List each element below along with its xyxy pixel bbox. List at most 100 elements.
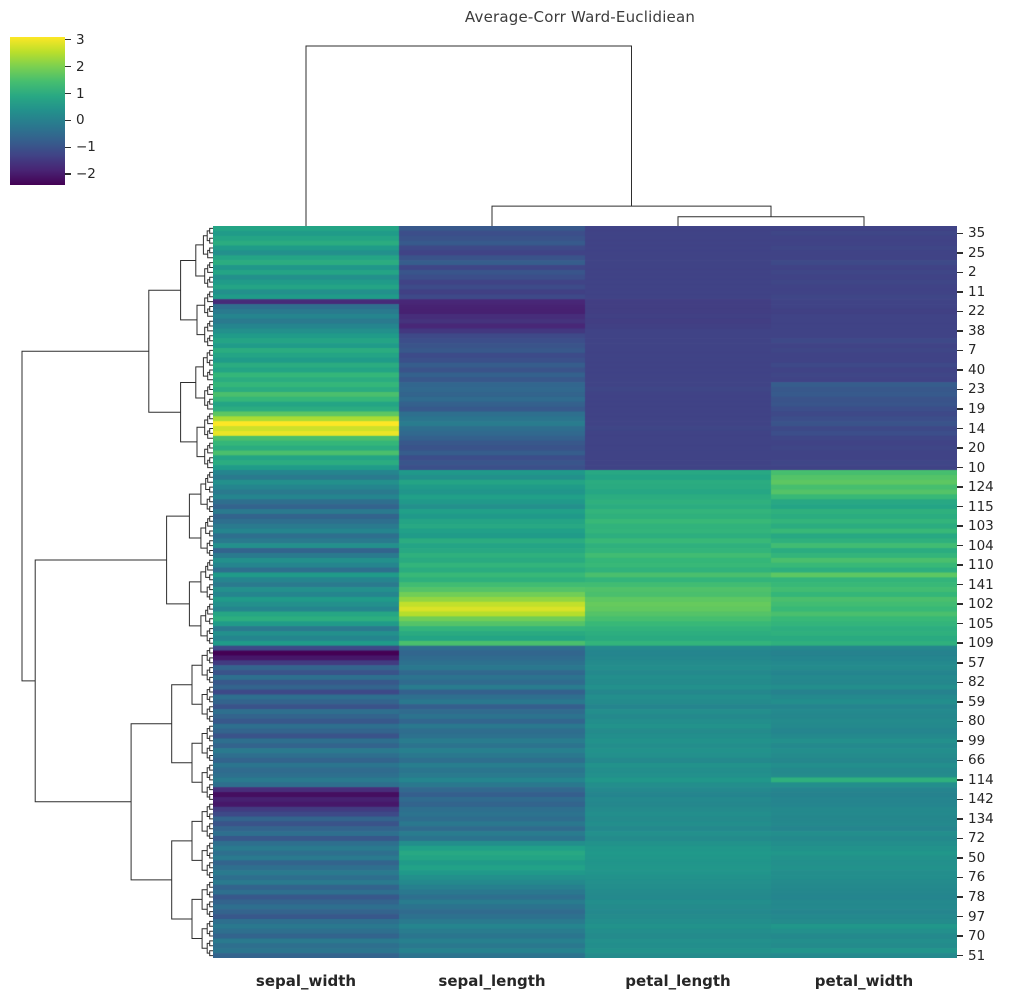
row-tick-label: 82	[957, 674, 985, 690]
row-tick-label: 20	[957, 440, 985, 456]
colorbar-tick-mark	[65, 146, 71, 149]
row-tick-label: 7	[957, 342, 977, 358]
colorbar-tick-mark	[65, 173, 71, 175]
row-tick-mark	[957, 525, 963, 527]
colorbar-tick-mark	[65, 38, 71, 41]
colorbar-tick-label: 1	[76, 85, 85, 102]
row-tick-text: 115	[968, 498, 994, 515]
row-tick-label: 70	[957, 928, 985, 944]
row-tick-mark	[957, 720, 963, 723]
row-tick-mark	[957, 564, 963, 566]
row-tick-mark	[957, 701, 963, 703]
row-tick-mark	[957, 896, 963, 898]
row-tick-label: 114	[957, 772, 994, 788]
column-label: sepal_length	[438, 972, 546, 990]
row-tick-text: 141	[968, 576, 994, 593]
row-tick-mark	[957, 505, 963, 508]
row-tick-text: 19	[968, 401, 986, 417]
row-tick-text: 2	[968, 264, 977, 281]
row-tick-text: 10	[968, 459, 986, 476]
colorbar-tick-mark	[65, 119, 71, 122]
row-tick-label: 51	[957, 948, 985, 964]
row-tick-mark	[957, 876, 963, 879]
colorbar-tick-label: 2	[76, 58, 85, 75]
row-tick-mark	[957, 466, 963, 469]
colorbar-tick: 0	[65, 112, 85, 128]
row-tick-text: 51	[968, 947, 986, 964]
row-tick-text: 124	[968, 479, 994, 496]
row-tick-mark	[957, 252, 963, 254]
row-tick-label: 66	[957, 752, 985, 768]
row-tick-text: 22	[968, 303, 986, 320]
row-tick-mark	[957, 486, 963, 488]
row-tick-text: 82	[968, 674, 986, 691]
row-tick-text: 72	[968, 830, 986, 847]
row-tick-label: 19	[957, 401, 985, 417]
colorbar-tick-mark	[65, 92, 71, 95]
row-tick-text: 105	[968, 615, 994, 632]
row-tick-mark	[957, 662, 963, 664]
row-tick-label: 103	[957, 518, 994, 534]
row-tick-text: 66	[968, 752, 986, 769]
row-tick-text: 50	[968, 849, 986, 866]
row-tick-mark	[957, 369, 963, 371]
row-tick-label: 59	[957, 694, 985, 710]
row-tick-text: 40	[968, 361, 986, 378]
row-tick-mark	[957, 622, 963, 625]
colorbar-tick: 2	[65, 59, 85, 75]
colorbar-gradient	[10, 37, 65, 185]
row-tick-text: 25	[968, 244, 986, 261]
row-tick-label: 110	[957, 557, 994, 573]
colorbar-tick-label: −2	[76, 166, 96, 183]
row-tick-text: 97	[968, 908, 986, 925]
row-tick-label: 57	[957, 655, 985, 671]
row-tick-mark	[957, 427, 963, 430]
row-tick-label: 10	[957, 460, 985, 476]
colorbar-tick: −1	[65, 139, 96, 155]
row-tick-label: 76	[957, 869, 985, 885]
heatmap-canvas	[213, 226, 957, 958]
row-tick-mark	[957, 291, 963, 293]
row-tick-text: 80	[968, 713, 986, 730]
column-label: sepal_width	[255, 972, 357, 990]
row-tick-label: 105	[957, 616, 994, 632]
row-tick-mark	[957, 330, 963, 332]
row-tick-mark	[957, 837, 963, 840]
row-tick-mark	[957, 603, 963, 605]
row-tick-text: 35	[968, 225, 986, 242]
row-tick-label: 78	[957, 889, 985, 905]
row-tick-text: 23	[968, 381, 986, 398]
row-tick-label: 109	[957, 635, 994, 651]
row-tick-mark	[957, 642, 963, 644]
colorbar-tick-label: 3	[76, 31, 85, 48]
colorbar-tick-label: −1	[76, 139, 96, 156]
row-tick-mark	[957, 915, 963, 918]
column-label: petal_width	[814, 972, 914, 990]
row-tick-mark	[957, 544, 963, 547]
row-tick-label: 2	[957, 264, 977, 280]
row-tick-text: 76	[968, 869, 986, 886]
row-tick-text: 14	[968, 420, 986, 437]
colorbar-tick: 1	[65, 86, 85, 102]
row-tick-label: 124	[957, 479, 994, 495]
row-tick-text: 11	[968, 283, 986, 300]
row-tick-label: 80	[957, 713, 985, 729]
row-tick-mark	[957, 583, 963, 586]
row-tick-label: 38	[957, 323, 985, 339]
row-tick-mark	[957, 779, 963, 781]
colorbar-tick: −2	[65, 166, 96, 182]
row-tick-mark	[957, 388, 963, 391]
row-tick-text: 110	[968, 557, 994, 574]
row-tick-text: 59	[968, 693, 986, 710]
row-tick-mark	[957, 857, 963, 859]
row-tick-text: 142	[968, 791, 994, 808]
row-tick-text: 57	[968, 654, 986, 671]
colorbar-tick: 3	[65, 32, 85, 48]
figure-title: Average-Corr Ward-Euclidiean	[464, 8, 696, 26]
row-tick-mark	[957, 232, 963, 235]
row-tick-label: 104	[957, 538, 994, 554]
colorbar-tick-label: 0	[76, 112, 85, 129]
row-tick-mark	[957, 681, 963, 684]
row-tick-label: 50	[957, 850, 985, 866]
row-tick-mark	[957, 271, 963, 274]
